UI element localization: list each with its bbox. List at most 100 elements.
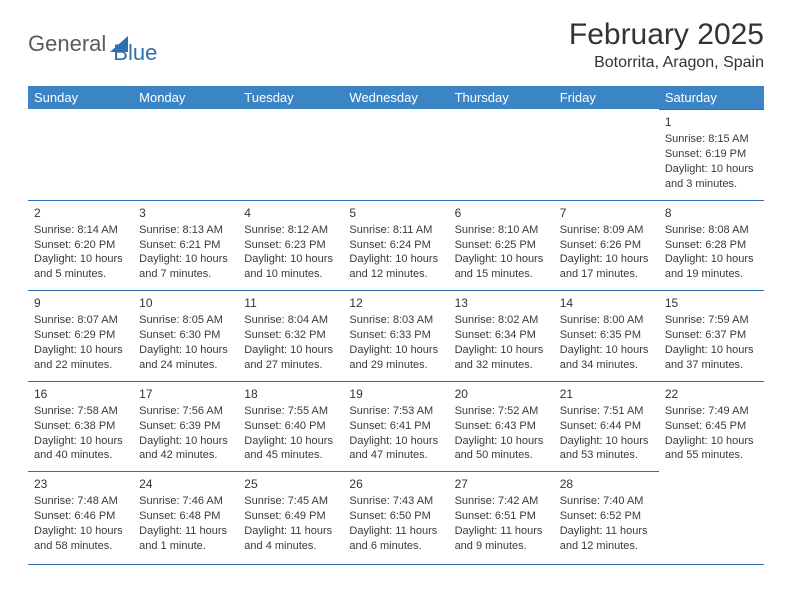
sunrise-line: Sunrise: 8:05 AM [139, 313, 232, 328]
daylight-line: Daylight: 10 hours and 7 minutes. [139, 252, 232, 282]
calendar-cell: 9 Sunrise: 8:07 AMSunset: 6:29 PMDaylight… [28, 290, 133, 381]
calendar-cell: 19Sunrise: 7:53 AMSunset: 6:41 PMDayligh… [343, 381, 448, 472]
sunset-line: Sunset: 6:40 PM [244, 419, 337, 434]
day-number: 25 [244, 476, 337, 492]
calendar-cell: 25Sunrise: 7:45 AMSunset: 6:49 PMDayligh… [238, 471, 343, 562]
logo-word-2: Blue [113, 40, 157, 65]
calendar-cell: 1Sunrise: 8:15 AMSunset: 6:19 PMDaylight… [659, 109, 764, 200]
sunset-line: Sunset: 6:48 PM [139, 509, 232, 524]
bottom-rule [28, 564, 764, 565]
day-number: 14 [560, 295, 653, 311]
weekday-label: Tuesday [238, 86, 343, 109]
weekday-label: Friday [554, 86, 659, 109]
sunset-line: Sunset: 6:29 PM [34, 328, 127, 343]
sunset-line: Sunset: 6:44 PM [560, 419, 653, 434]
sunrise-line: Sunrise: 7:43 AM [349, 494, 442, 509]
calendar-cell: 10Sunrise: 8:05 AMSunset: 6:30 PMDayligh… [133, 290, 238, 381]
sunset-line: Sunset: 6:45 PM [665, 419, 758, 434]
day-number: 12 [349, 295, 442, 311]
sunrise-line: Sunrise: 7:51 AM [560, 404, 653, 419]
daylight-line: Daylight: 11 hours and 1 minute. [139, 524, 232, 554]
calendar-cell: 23Sunrise: 7:48 AMSunset: 6:46 PMDayligh… [28, 471, 133, 562]
daylight-line: Daylight: 10 hours and 22 minutes. [34, 343, 127, 373]
weekday-label: Monday [133, 86, 238, 109]
daylight-line: Daylight: 10 hours and 37 minutes. [665, 343, 758, 373]
weekday-label: Sunday [28, 86, 133, 109]
calendar-cell-empty [133, 109, 238, 200]
sunrise-line: Sunrise: 7:42 AM [455, 494, 548, 509]
sunrise-line: Sunrise: 8:09 AM [560, 223, 653, 238]
day-number: 7 [560, 205, 653, 221]
calendar-cell: 27Sunrise: 7:42 AMSunset: 6:51 PMDayligh… [449, 471, 554, 562]
sunrise-line: Sunrise: 7:52 AM [455, 404, 548, 419]
sunrise-line: Sunrise: 8:08 AM [665, 223, 758, 238]
header: General Blue February 2025 Botorrita, Ar… [28, 18, 764, 72]
day-number: 9 [34, 295, 127, 311]
location: Botorrita, Aragon, Spain [569, 54, 764, 72]
daylight-line: Daylight: 10 hours and 17 minutes. [560, 252, 653, 282]
calendar-cell-empty [28, 109, 133, 200]
sunrise-line: Sunrise: 8:10 AM [455, 223, 548, 238]
month-title: February 2025 [569, 18, 764, 52]
weekday-label: Saturday [659, 86, 764, 109]
sunset-line: Sunset: 6:50 PM [349, 509, 442, 524]
calendar-cell: 8Sunrise: 8:08 AMSunset: 6:28 PMDaylight… [659, 200, 764, 291]
sunrise-line: Sunrise: 8:11 AM [349, 223, 442, 238]
sunset-line: Sunset: 6:24 PM [349, 238, 442, 253]
sunrise-line: Sunrise: 7:58 AM [34, 404, 127, 419]
daylight-line: Daylight: 10 hours and 15 minutes. [455, 252, 548, 282]
daylight-line: Daylight: 10 hours and 27 minutes. [244, 343, 337, 373]
daylight-line: Daylight: 10 hours and 45 minutes. [244, 434, 337, 464]
sunset-line: Sunset: 6:19 PM [665, 147, 758, 162]
sunset-line: Sunset: 6:26 PM [560, 238, 653, 253]
calendar-cell-empty [238, 109, 343, 200]
daylight-line: Daylight: 10 hours and 58 minutes. [34, 524, 127, 554]
calendar-cell: 11Sunrise: 8:04 AMSunset: 6:32 PMDayligh… [238, 290, 343, 381]
day-number: 13 [455, 295, 548, 311]
sunset-line: Sunset: 6:52 PM [560, 509, 653, 524]
weekday-header-row: Sunday Monday Tuesday Wednesday Thursday… [28, 86, 764, 109]
sunset-line: Sunset: 6:32 PM [244, 328, 337, 343]
sunrise-line: Sunrise: 7:48 AM [34, 494, 127, 509]
day-number: 19 [349, 386, 442, 402]
day-number: 5 [349, 205, 442, 221]
day-number: 2 [34, 205, 127, 221]
sunrise-line: Sunrise: 8:13 AM [139, 223, 232, 238]
weekday-label: Wednesday [343, 86, 448, 109]
day-number: 21 [560, 386, 653, 402]
sunset-line: Sunset: 6:41 PM [349, 419, 442, 434]
day-number: 17 [139, 386, 232, 402]
daylight-line: Daylight: 10 hours and 29 minutes. [349, 343, 442, 373]
logo: General Blue [28, 22, 157, 66]
weekday-label: Thursday [449, 86, 554, 109]
sunrise-line: Sunrise: 8:12 AM [244, 223, 337, 238]
daylight-line: Daylight: 10 hours and 40 minutes. [34, 434, 127, 464]
sunset-line: Sunset: 6:43 PM [455, 419, 548, 434]
calendar-cell: 12Sunrise: 8:03 AMSunset: 6:33 PMDayligh… [343, 290, 448, 381]
calendar-cell: 13Sunrise: 8:02 AMSunset: 6:34 PMDayligh… [449, 290, 554, 381]
day-number: 20 [455, 386, 548, 402]
sunrise-line: Sunrise: 7:40 AM [560, 494, 653, 509]
calendar-cell: 4Sunrise: 8:12 AMSunset: 6:23 PMDaylight… [238, 200, 343, 291]
calendar-cell: 15Sunrise: 7:59 AMSunset: 6:37 PMDayligh… [659, 290, 764, 381]
day-number: 23 [34, 476, 127, 492]
calendar-cell: 28Sunrise: 7:40 AMSunset: 6:52 PMDayligh… [554, 471, 659, 562]
sunrise-line: Sunrise: 8:07 AM [34, 313, 127, 328]
calendar-cell: 17Sunrise: 7:56 AMSunset: 6:39 PMDayligh… [133, 381, 238, 472]
sunset-line: Sunset: 6:34 PM [455, 328, 548, 343]
day-number: 8 [665, 205, 758, 221]
calendar-cell-empty [343, 109, 448, 200]
day-number: 10 [139, 295, 232, 311]
sunset-line: Sunset: 6:25 PM [455, 238, 548, 253]
calendar-cell: 26Sunrise: 7:43 AMSunset: 6:50 PMDayligh… [343, 471, 448, 562]
daylight-line: Daylight: 11 hours and 9 minutes. [455, 524, 548, 554]
calendar-cell: 21Sunrise: 7:51 AMSunset: 6:44 PMDayligh… [554, 381, 659, 472]
sunrise-line: Sunrise: 8:00 AM [560, 313, 653, 328]
daylight-line: Daylight: 10 hours and 55 minutes. [665, 434, 758, 464]
day-number: 22 [665, 386, 758, 402]
calendar-cell: 22Sunrise: 7:49 AMSunset: 6:45 PMDayligh… [659, 381, 764, 472]
day-number: 18 [244, 386, 337, 402]
sunset-line: Sunset: 6:30 PM [139, 328, 232, 343]
day-number: 3 [139, 205, 232, 221]
daylight-line: Daylight: 10 hours and 34 minutes. [560, 343, 653, 373]
